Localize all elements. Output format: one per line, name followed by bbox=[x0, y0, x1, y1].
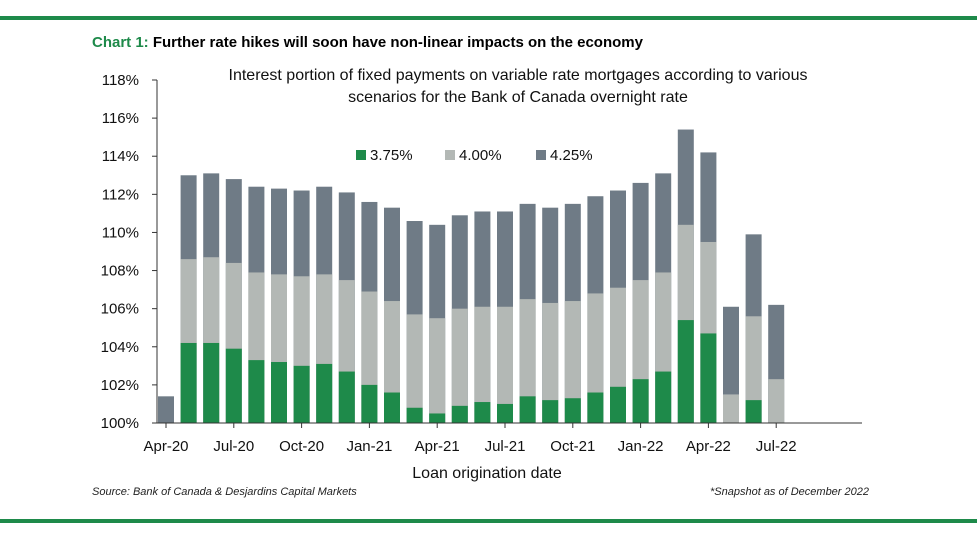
bar-4-00pct bbox=[745, 316, 762, 423]
x-axis: Apr-20 Jul-20 Oct-20 Jan-21 Apr-21 Jul-21 Oct-… bbox=[143, 422, 862, 482]
y-tick-label: 100% bbox=[101, 415, 139, 432]
chart-title: Interest portion of fixed payments on va… bbox=[229, 67, 808, 106]
bar-3-75pct bbox=[271, 362, 287, 423]
bar-4-00pct bbox=[451, 308, 468, 423]
bar-4-00pct bbox=[542, 302, 559, 423]
x-tick-label: Oct-20 bbox=[279, 438, 324, 455]
y-tick-label: 114% bbox=[102, 148, 139, 165]
x-tick-label: Jul-22 bbox=[756, 438, 797, 455]
bar-4-00pct bbox=[406, 314, 423, 423]
bar-4-00pct bbox=[564, 301, 581, 423]
bars bbox=[158, 129, 785, 424]
x-tick-label: Jan-22 bbox=[618, 438, 664, 455]
x-tick-label: Jan-21 bbox=[346, 438, 392, 455]
x-tick-label: Oct-21 bbox=[550, 438, 595, 455]
chart-number: Chart 1: bbox=[92, 34, 149, 51]
x-tick-label: Apr-21 bbox=[415, 438, 460, 455]
bar-3-75pct bbox=[361, 384, 378, 423]
chart-title-line: scenarios for the Bank of Canada overnig… bbox=[348, 89, 688, 106]
bar-3-75pct bbox=[248, 360, 265, 423]
bar-3-75pct bbox=[700, 333, 717, 423]
bar-3-75pct bbox=[542, 400, 559, 423]
legend-label: 4.00% bbox=[459, 147, 502, 164]
top-rule bbox=[0, 16, 977, 20]
bar-3-75pct bbox=[655, 371, 672, 423]
y-axis: 100% 102% 104% 106% 108% 110% 112% 114% 116% 118% bbox=[101, 72, 158, 432]
bar-4-25pct bbox=[723, 306, 739, 423]
bar-3-75pct bbox=[384, 392, 400, 423]
legend-swatch bbox=[445, 150, 455, 160]
legend-swatch bbox=[356, 150, 366, 160]
bar-4-00pct bbox=[519, 299, 536, 423]
x-tick-label: Apr-22 bbox=[686, 438, 731, 455]
bar-3-75pct bbox=[316, 363, 333, 423]
bar-4-00pct bbox=[768, 379, 785, 423]
bar-3-75pct bbox=[338, 371, 355, 423]
chart-heading: Chart 1: Further rate hikes will soon ha… bbox=[92, 34, 643, 51]
bar-3-75pct bbox=[677, 320, 694, 423]
bar-3-75pct bbox=[451, 405, 468, 423]
legend: 3.75% 4.00% 4.25% bbox=[356, 147, 593, 164]
bar-4-00pct bbox=[429, 318, 446, 423]
bar-3-75pct bbox=[519, 396, 536, 423]
bar-3-75pct bbox=[406, 407, 423, 423]
bar-4-25pct bbox=[158, 396, 174, 423]
snapshot-note: *Snapshot as of December 2022 bbox=[710, 486, 869, 498]
source-note: Source: Bank of Canada & Desjardins Capi… bbox=[92, 486, 357, 498]
bar-3-75pct bbox=[474, 402, 491, 423]
bar-4-00pct bbox=[474, 306, 491, 423]
y-tick-label: 106% bbox=[101, 301, 139, 318]
bar-3-75pct bbox=[610, 386, 626, 423]
y-tick-label: 104% bbox=[101, 339, 139, 356]
x-tick-label: Apr-20 bbox=[143, 438, 188, 455]
bar-3-75pct bbox=[745, 400, 762, 423]
x-tick-label: Jul-21 bbox=[485, 438, 526, 455]
bar-3-75pct bbox=[564, 398, 581, 423]
legend-label: 4.25% bbox=[550, 147, 593, 164]
legend-swatch bbox=[536, 150, 546, 160]
bar-3-75pct bbox=[203, 342, 220, 423]
y-tick-label: 116% bbox=[102, 110, 139, 127]
bar-3-75pct bbox=[587, 392, 604, 423]
legend-label: 3.75% bbox=[370, 147, 413, 164]
chart-title-line: Interest portion of fixed payments on va… bbox=[229, 67, 808, 84]
bar-4-00pct bbox=[497, 306, 513, 423]
bar-3-75pct bbox=[180, 342, 197, 423]
bottom-rule bbox=[0, 519, 977, 523]
x-tick-label: Jul-20 bbox=[213, 438, 254, 455]
y-tick-label: 110% bbox=[102, 224, 139, 241]
bar-3-75pct bbox=[293, 365, 310, 423]
x-axis-label: Loan origination date bbox=[412, 465, 562, 482]
y-tick-label: 102% bbox=[101, 377, 139, 394]
bar-3-75pct bbox=[225, 348, 242, 423]
bar-4-00pct bbox=[587, 293, 604, 423]
bar-3-75pct bbox=[497, 403, 513, 423]
y-tick-label: 108% bbox=[101, 263, 139, 280]
chart-heading-text: Further rate hikes will soon have non-li… bbox=[152, 34, 643, 51]
y-tick-label: 118% bbox=[102, 72, 139, 89]
y-tick-label: 112% bbox=[102, 186, 139, 203]
bar-3-75pct bbox=[632, 379, 649, 423]
bar-3-75pct bbox=[429, 413, 446, 423]
bar-4-00pct bbox=[723, 394, 739, 423]
